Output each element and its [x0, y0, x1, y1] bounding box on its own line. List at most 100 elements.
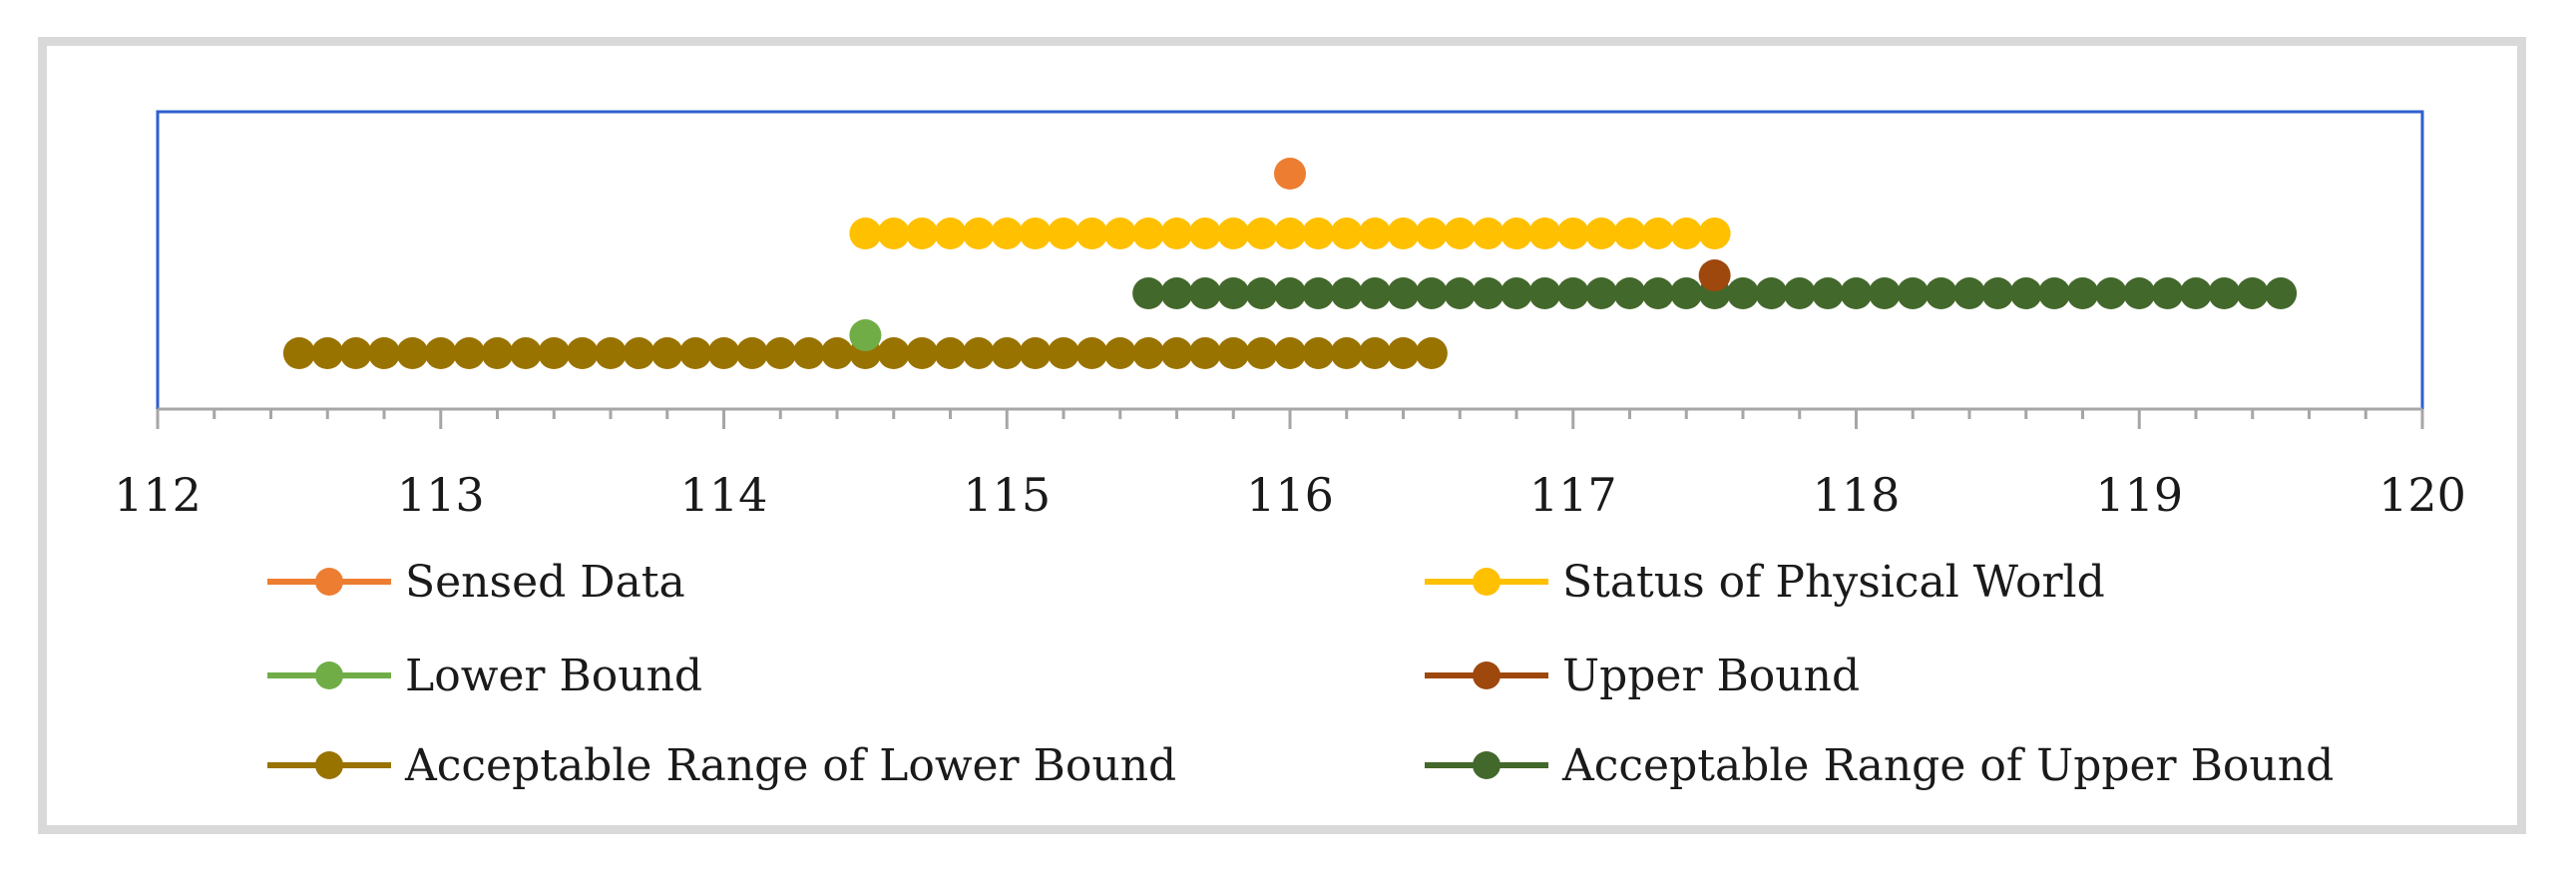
data-point [1274, 218, 1306, 249]
data-point [735, 337, 768, 369]
data-point [595, 337, 627, 369]
data-point [1501, 218, 1532, 249]
data-point [934, 218, 967, 249]
data-point [849, 319, 882, 351]
data-point [2066, 277, 2099, 309]
data-point [1330, 277, 1363, 309]
data-point [906, 337, 939, 369]
data-point [396, 337, 429, 369]
data-point [2094, 277, 2127, 309]
data-point [2180, 277, 2212, 309]
data-point [339, 337, 372, 369]
x-tick-label: 117 [1529, 468, 1617, 522]
data-point [1585, 277, 1618, 309]
data-point [1075, 337, 1108, 369]
data-point [1019, 218, 1052, 249]
plot-area [156, 110, 2424, 409]
series-upper-bound [1698, 259, 1731, 291]
series-layer [282, 158, 2298, 369]
data-point [1160, 337, 1193, 369]
data-point [764, 337, 797, 369]
legend-label: Status of Physical World [1562, 557, 2105, 608]
data-point [1302, 218, 1335, 249]
legend-swatch-marker [1473, 662, 1501, 689]
data-point [1103, 337, 1136, 369]
data-point [877, 218, 910, 249]
data-point [1755, 277, 1788, 309]
data-point [1953, 277, 1985, 309]
x-tick-label: 112 [114, 468, 202, 522]
data-point [282, 337, 315, 369]
data-point [1103, 218, 1136, 249]
data-point [1444, 277, 1477, 309]
data-point [566, 337, 599, 369]
data-point [1783, 277, 1816, 309]
data-point [877, 337, 910, 369]
data-point [1501, 277, 1532, 309]
data-point [623, 337, 655, 369]
data-point [1472, 218, 1504, 249]
data-point [2009, 277, 2042, 309]
data-point [311, 337, 344, 369]
data-point [849, 218, 882, 249]
legend-item: Acceptable Range of Upper Bound [1425, 740, 2334, 791]
data-point [481, 337, 514, 369]
data-point [962, 337, 995, 369]
data-point [1274, 337, 1306, 369]
data-point [650, 337, 683, 369]
data-point [1925, 277, 1957, 309]
data-point [1415, 337, 1448, 369]
data-point [1217, 277, 1250, 309]
data-point [1245, 218, 1278, 249]
data-point [1075, 218, 1108, 249]
data-point [2123, 277, 2156, 309]
data-point [991, 337, 1024, 369]
data-point [1274, 158, 1306, 190]
legend: Sensed Data Status of Physical World Lower… [267, 557, 2334, 791]
plot-border [156, 110, 2424, 409]
data-point [962, 218, 995, 249]
data-point [934, 337, 967, 369]
data-point [1670, 277, 1703, 309]
data-point [1217, 218, 1250, 249]
data-point [2151, 277, 2184, 309]
data-point [1132, 277, 1165, 309]
data-point [453, 337, 486, 369]
data-point [1556, 218, 1589, 249]
data-point [2038, 277, 2071, 309]
data-point [509, 337, 542, 369]
data-point [1302, 277, 1335, 309]
data-point [821, 337, 853, 369]
data-point [1556, 277, 1589, 309]
legend-item: Sensed Data [267, 557, 685, 608]
data-point [1613, 277, 1646, 309]
series-sensed-data [1274, 158, 1306, 190]
x-tick-label: 113 [397, 468, 485, 522]
legend-label: Acceptable Range of Upper Bound [1561, 740, 2334, 791]
data-point [1641, 218, 1674, 249]
data-point [1188, 337, 1221, 369]
data-point [1613, 218, 1646, 249]
series-acceptable-range-of-lower-bound [282, 337, 1448, 369]
x-tick-label: 118 [1813, 468, 1901, 522]
data-point [1415, 277, 1448, 309]
data-point [1981, 277, 2014, 309]
legend-item: Status of Physical World [1425, 557, 2105, 608]
legend-label: Upper Bound [1562, 651, 1860, 701]
data-point [1048, 218, 1079, 249]
legend-swatch-marker [1473, 751, 1501, 779]
data-point [1274, 277, 1306, 309]
data-point [1840, 277, 1873, 309]
legend-item: Upper Bound [1425, 651, 1860, 701]
data-point [1217, 337, 1250, 369]
data-point [1359, 277, 1392, 309]
data-point [1019, 337, 1052, 369]
data-point [1245, 277, 1278, 309]
series-status-of-physical-world [849, 218, 1731, 249]
data-point [991, 218, 1024, 249]
legend-label: Acceptable Range of Lower Bound [404, 740, 1176, 791]
data-point [1160, 277, 1193, 309]
data-point [1812, 277, 1845, 309]
data-point [1048, 337, 1079, 369]
data-point [679, 337, 712, 369]
